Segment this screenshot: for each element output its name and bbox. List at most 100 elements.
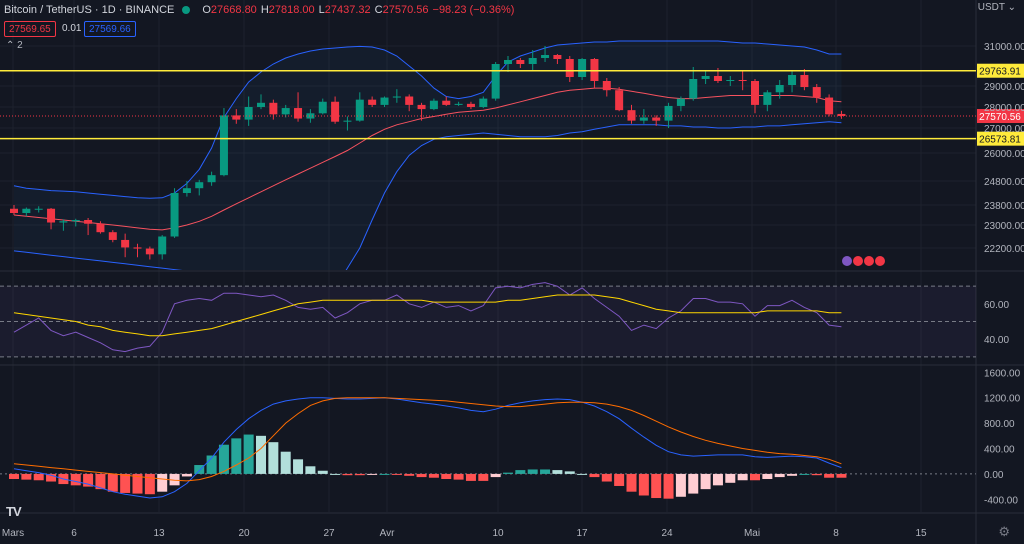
macd-histogram-bar: [144, 473, 155, 495]
rsi-tick-label: 60.00: [984, 300, 1009, 311]
macd-histogram-bar: [750, 473, 760, 481]
high-label: H: [260, 4, 269, 16]
candle: [541, 46, 550, 62]
macd-histogram-bar: [379, 473, 390, 475]
candle: [652, 115, 661, 126]
open-value: 27668.80: [210, 4, 257, 16]
macd-histogram-bar: [700, 473, 711, 490]
candle-body: [504, 60, 512, 64]
macd-histogram-bar: [675, 473, 686, 497]
macd-tick-label: -400.00: [984, 495, 1018, 506]
candle: [504, 56, 512, 72]
candle-body: [800, 75, 809, 88]
candle-body: [269, 102, 278, 115]
sell-button[interactable]: 27569.65: [4, 21, 56, 37]
candle: [170, 188, 179, 238]
time-tick-label: Mars: [2, 528, 24, 539]
candle: [528, 50, 537, 70]
candle-body: [491, 64, 500, 99]
candle: [318, 98, 327, 115]
candle: [355, 92, 364, 122]
tradingview-logo-icon[interactable]: TV: [6, 504, 22, 519]
gear-icon[interactable]: ⚙: [998, 524, 1010, 539]
candle: [553, 54, 562, 64]
candle-body: [108, 232, 117, 240]
macd-histogram-bar: [465, 473, 476, 481]
symbol-title[interactable]: Bitcoin / TetherUS · 1D · BINANCE: [4, 4, 175, 16]
symbol-header: Bitcoin / TetherUS · 1D · BINANCE O 27668…: [0, 0, 514, 20]
candle: [615, 87, 624, 112]
macd-histogram-bar: [515, 470, 526, 474]
candle: [207, 171, 216, 186]
candle-body: [541, 55, 550, 58]
candle: [701, 70, 710, 84]
macd-histogram-bar: [688, 473, 699, 494]
macd-histogram-bar: [638, 473, 649, 496]
candle-body: [726, 80, 735, 81]
candle-body: [331, 101, 340, 122]
candle: [676, 96, 685, 112]
candle: [405, 94, 414, 112]
macd-histogram-bar: [453, 473, 464, 480]
rsi-tick-label: 40.00: [984, 335, 1009, 346]
macd-histogram-bar: [762, 473, 773, 479]
open-label: O: [202, 4, 211, 16]
event-marker-icon: [874, 255, 886, 267]
time-tick-label: 27: [323, 528, 335, 539]
price-tick-label: 31000.00: [984, 42, 1024, 53]
price-tick-label: 26000.00: [984, 149, 1024, 160]
candle-body: [479, 98, 488, 107]
candle-body: [355, 99, 364, 121]
time-tick-label: 13: [153, 528, 165, 539]
candle-body: [71, 220, 80, 222]
candle-body: [627, 110, 636, 121]
macd-histogram-bar: [404, 473, 415, 476]
macd-histogram-bar: [169, 473, 180, 486]
candle: [800, 69, 809, 91]
macd-histogram-bar: [83, 473, 94, 487]
candle-body: [380, 97, 389, 105]
level-price-tag: [977, 131, 1024, 146]
macd-tick-label: 0.00: [984, 470, 1004, 481]
macd-histogram-bar: [268, 442, 279, 474]
indicators-toggle[interactable]: ⌃ 2: [6, 40, 23, 51]
macd-histogram-bar: [478, 473, 489, 481]
macd-histogram-bar: [157, 473, 168, 492]
bollinger-upper: [13, 40, 842, 199]
time-tick-label: 15: [915, 528, 927, 539]
macd-histogram-bar: [181, 473, 192, 477]
candle-body: [442, 100, 451, 105]
macd-tick-label: 1200.00: [984, 394, 1021, 405]
candle-body: [701, 76, 710, 79]
candle: [429, 98, 438, 111]
currency-selector[interactable]: USDT ⌄: [978, 2, 1016, 13]
candle: [763, 90, 772, 112]
candle: [516, 58, 525, 68]
candle: [491, 62, 500, 101]
candle: [22, 207, 31, 217]
buy-button[interactable]: 27569.66: [84, 21, 136, 37]
level-price-label: 26573.81: [979, 135, 1021, 146]
candle: [454, 101, 463, 106]
macd-histogram-bar: [441, 473, 452, 479]
time-tick-label: 17: [576, 528, 588, 539]
candle-body: [528, 58, 537, 64]
macd-histogram-bar: [33, 473, 44, 481]
candle-body: [689, 79, 698, 99]
macd-histogram-bar: [218, 444, 229, 474]
macd-histogram-bar: [540, 469, 551, 474]
candle: [775, 80, 784, 99]
candle-body: [429, 100, 438, 110]
macd-histogram-bar: [194, 465, 205, 474]
candle: [244, 96, 253, 126]
level-price-tag: [977, 63, 1024, 78]
candle: [392, 89, 401, 103]
rsi-pane: [0, 282, 976, 358]
macd-histogram-bar: [663, 473, 674, 499]
time-tick-label: 8: [833, 528, 839, 539]
candle: [479, 96, 488, 109]
macd-histogram-bar: [243, 434, 254, 474]
candle-body: [207, 175, 216, 183]
candle-body: [232, 115, 241, 120]
